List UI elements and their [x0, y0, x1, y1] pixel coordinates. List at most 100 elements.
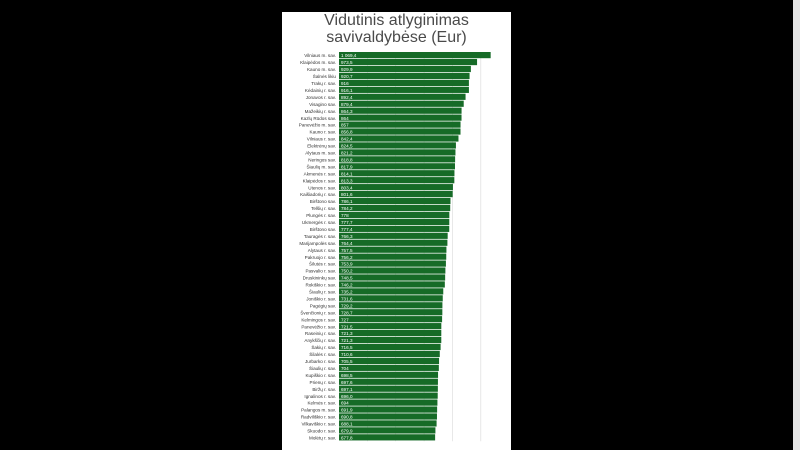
category-label: Šilalės r. sav.	[309, 351, 336, 357]
category-label: Šalnės likiu	[313, 73, 337, 79]
value-label: 753,9	[341, 262, 353, 267]
value-label: 764,4	[341, 241, 353, 246]
value-label: 916	[341, 81, 349, 86]
value-label: 864,3	[341, 109, 353, 114]
bar	[339, 406, 438, 413]
category-label: Molėtų r. sav.	[309, 435, 336, 440]
bar	[339, 52, 491, 59]
bar	[339, 121, 461, 128]
bar	[339, 392, 438, 399]
category-labels: Vilniaus m. sav. Klaipėdos m. sav. Kauno m…	[299, 53, 337, 440]
bar	[339, 65, 471, 73]
bar	[339, 413, 437, 420]
value-label: 721,5	[341, 324, 353, 329]
chart-title-line-2: savivaldybėse (Eur)	[326, 29, 467, 46]
category-label: Šilutės r. sav.	[309, 261, 336, 267]
category-label: Šiaulių r. sav.	[309, 289, 336, 295]
category-label: Joniškio r. sav.	[306, 296, 336, 301]
bar	[339, 246, 447, 253]
category-label: Visagino sav.	[309, 102, 336, 107]
value-label: 786,1	[341, 199, 353, 204]
bar	[339, 58, 478, 66]
bar	[339, 170, 455, 177]
value-label: 803,4	[341, 185, 353, 190]
bar	[339, 232, 448, 239]
bar	[339, 302, 443, 309]
value-label: 750,2	[341, 269, 353, 274]
value-label: 696,0	[341, 394, 353, 399]
value-label: 694	[341, 401, 349, 406]
value-label: 929,9	[341, 67, 353, 72]
category-label: Kelmės r. sav.	[307, 401, 336, 406]
bar	[339, 86, 469, 93]
bar	[339, 364, 439, 371]
chart-title: Vidutinis atlyginimas savivaldybėse (Eur…	[282, 12, 511, 46]
category-label: Kėdainių r. sav.	[305, 88, 336, 93]
value-label: 817,9	[341, 164, 353, 169]
value-label: 728,7	[341, 310, 353, 315]
category-label: Klaipėdos r. sav.	[303, 178, 336, 183]
category-label: Druskininkų sav.	[303, 276, 336, 281]
bar	[339, 72, 470, 80]
category-label: Panevėžio r. sav.	[301, 324, 336, 329]
bar	[339, 267, 446, 274]
category-label: Alytaus m. sav.	[305, 151, 336, 156]
bar	[339, 191, 453, 198]
bar	[339, 336, 442, 344]
category-label: Alytaus r. sav.	[308, 248, 336, 253]
value-label: 824,5	[341, 144, 353, 149]
value-label: 1 069,4	[341, 53, 357, 58]
category-label: Vilkaviškio r. sav.	[301, 422, 336, 427]
category-label: Jurbarko r. sav.	[305, 359, 336, 364]
value-label: 697,6	[341, 380, 353, 385]
value-label: 813,3	[341, 178, 353, 183]
bar	[339, 343, 441, 351]
category-label: Pakruojo r. sav.	[305, 255, 336, 260]
category-label: Trakų r. sav.	[311, 81, 336, 86]
category-label: Rokiškio r. sav.	[305, 283, 336, 288]
category-label: Plungės r. sav.	[306, 213, 336, 218]
value-labels: 1 069,4 973,5 929,9 920,7 916 916,1 892,4 879,4…	[341, 53, 357, 440]
value-label: 679,9	[341, 429, 353, 434]
value-label: 748,5	[341, 276, 353, 281]
category-label: Šiaulių r. sav.	[309, 365, 336, 371]
scrollbar-track[interactable]	[793, 0, 800, 450]
value-label: 710,6	[341, 352, 353, 357]
bar	[339, 434, 436, 441]
bar	[339, 184, 453, 191]
bar	[339, 156, 456, 163]
value-label: 842,4	[341, 137, 353, 142]
bar	[339, 378, 438, 385]
bar	[339, 135, 459, 142]
category-label: Jonavos r. sav.	[306, 95, 336, 100]
category-label: Šakių r. sav.	[311, 344, 336, 350]
category-label: Telšių r. sav.	[311, 206, 336, 211]
bar	[339, 350, 440, 358]
category-label: Birštono sav.	[310, 227, 336, 232]
value-label: 856,8	[341, 130, 353, 135]
category-label: Švenčionių r. sav.	[300, 309, 336, 315]
bar	[339, 323, 442, 330]
value-label: 698,5	[341, 373, 353, 378]
value-label: 801,6	[341, 192, 353, 197]
category-label: Kupiškio r. sav.	[305, 373, 336, 378]
category-label: Elektrėnų sav.	[307, 144, 336, 149]
bar	[339, 149, 456, 156]
bar	[339, 211, 450, 219]
value-label: 821,2	[341, 151, 353, 156]
bar	[339, 274, 446, 281]
category-label: Neringos sav.	[308, 157, 336, 162]
category-label: Kazlų Rūdos sav.	[301, 116, 336, 121]
value-label: 697,1	[341, 387, 353, 392]
value-label: 777,7	[341, 220, 353, 225]
category-label: Utenos r. sav.	[308, 185, 336, 190]
category-label: Tauragės r. sav.	[304, 234, 336, 239]
value-label: 814,1	[341, 171, 353, 176]
category-label: Klaipėdos m. sav.	[300, 60, 336, 65]
category-label: Skuodo r. sav.	[307, 429, 336, 434]
category-label: Kelmingos r. sav.	[301, 317, 336, 322]
bar	[339, 163, 455, 170]
category-label: Panevėžio m. sav.	[299, 123, 336, 128]
bar	[339, 93, 466, 100]
value-label: 778	[341, 213, 349, 218]
